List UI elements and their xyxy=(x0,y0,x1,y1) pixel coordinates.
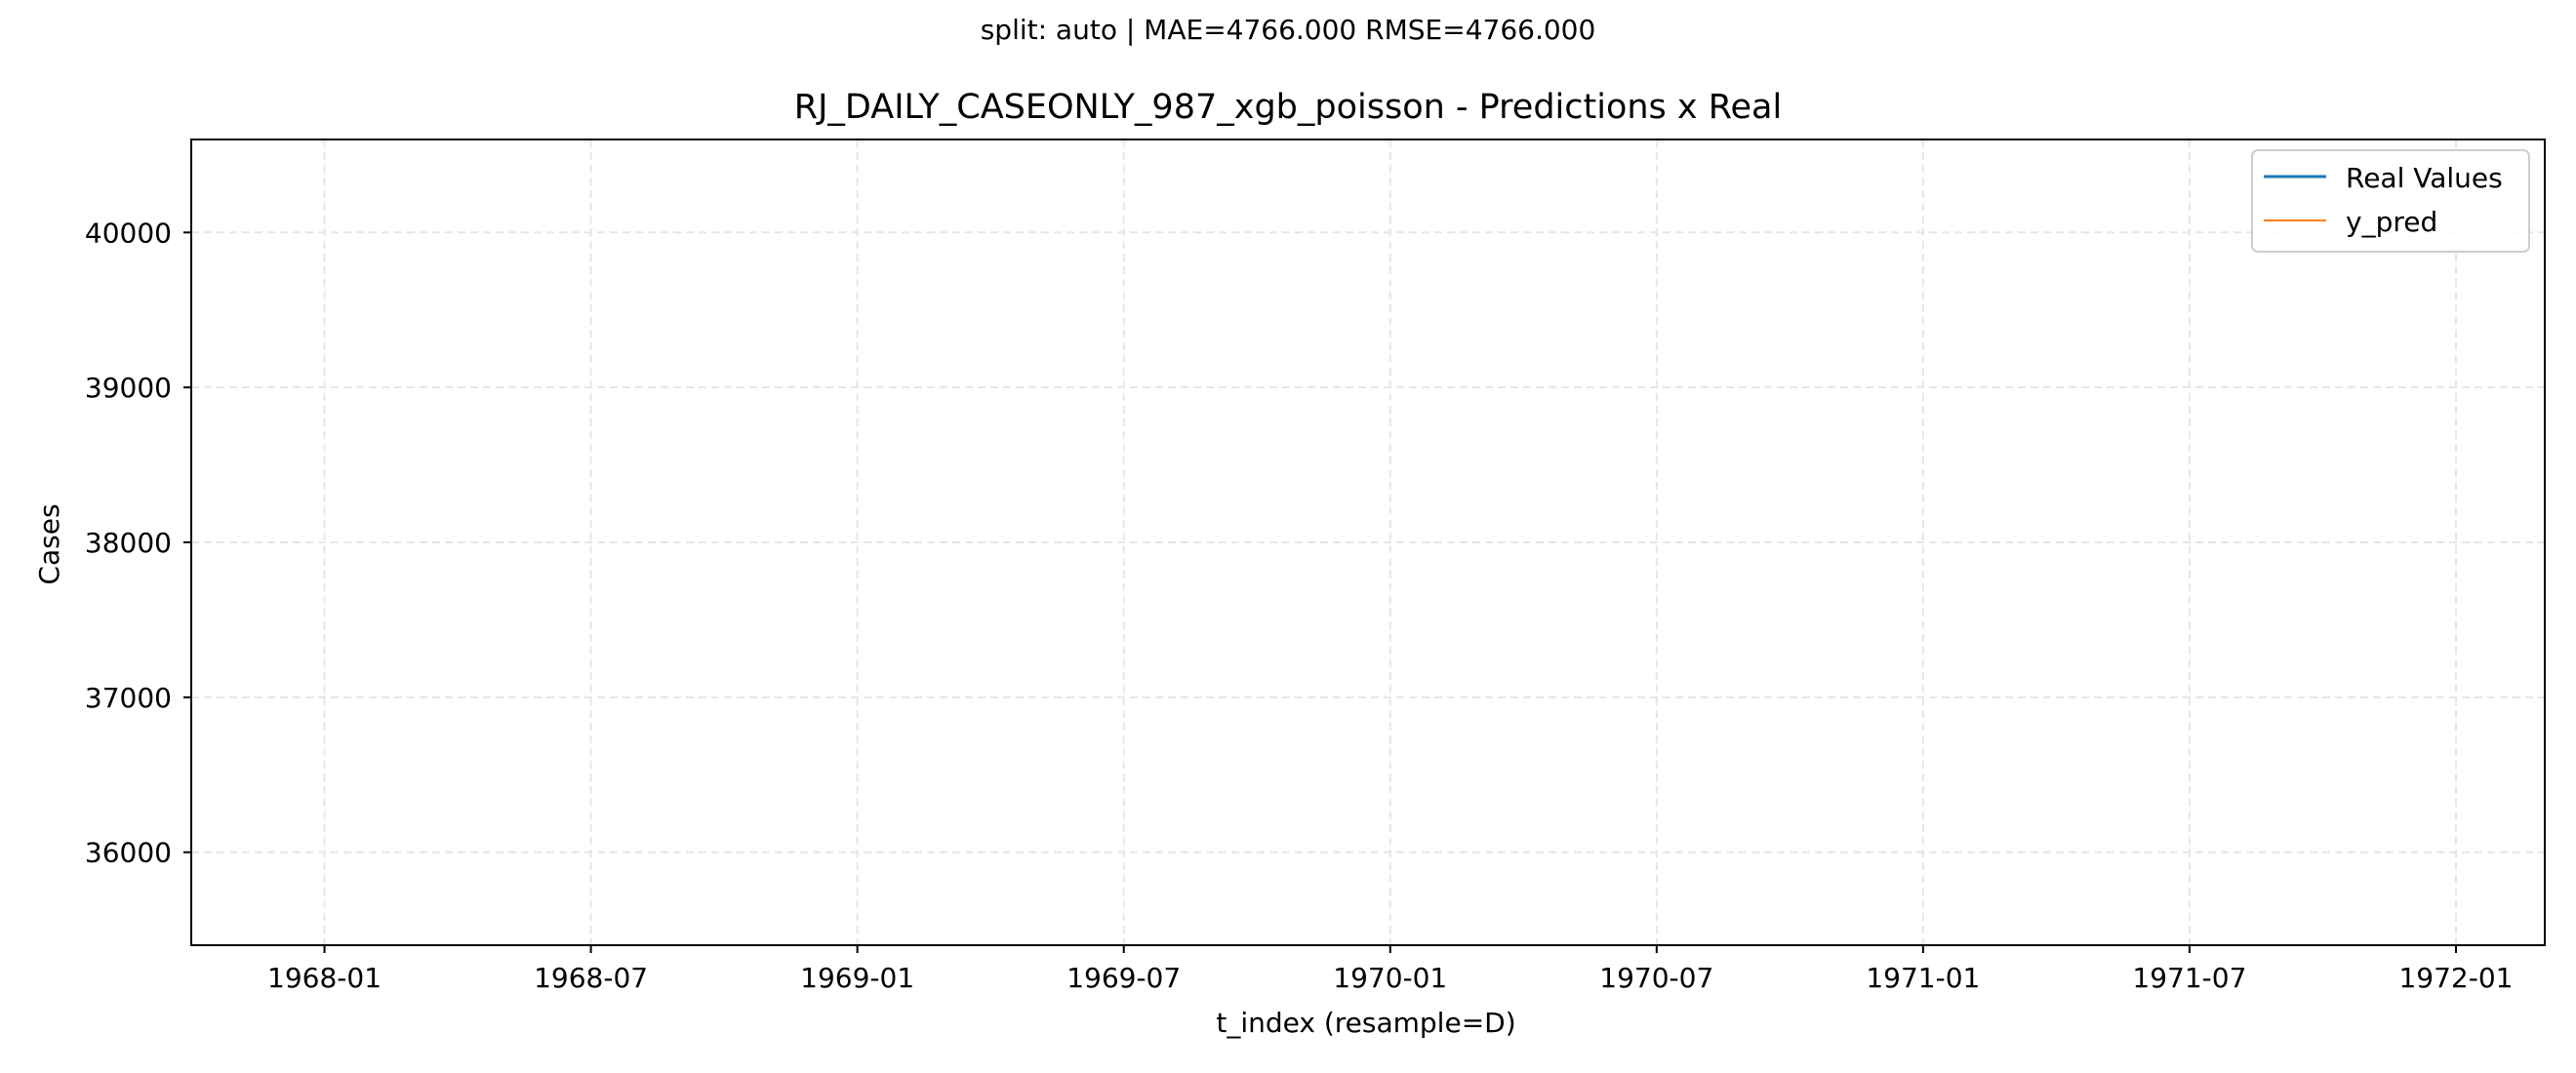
x-tick-label: 1970-07 xyxy=(1599,962,1713,994)
legend: Real Values y_pred xyxy=(2251,149,2530,253)
x-tick-label: 1968-01 xyxy=(267,962,382,994)
legend-label-real-values: Real Values xyxy=(2346,162,2503,194)
legend-label-y-pred: y_pred xyxy=(2346,206,2437,238)
x-tick-label: 1971-01 xyxy=(1866,962,1980,994)
y-axis-label: Cases xyxy=(33,503,65,584)
x-tick-label: 1969-01 xyxy=(800,962,914,994)
grid-lines xyxy=(191,139,2545,945)
x-tick-label: 1969-07 xyxy=(1067,962,1181,994)
chart-suptitle: split: auto | MAE=4766.000 RMSE=4766.000 xyxy=(981,14,1596,46)
x-tick-label: 1970-01 xyxy=(1333,962,1447,994)
x-axis-label: t_index (resample=D) xyxy=(1216,1007,1515,1039)
y-tick-label: 36000 xyxy=(85,837,172,869)
y-tick-label: 37000 xyxy=(85,682,172,714)
chart-title: RJ_DAILY_CASEONLY_987_xgb_poisson - Pred… xyxy=(794,88,1782,127)
y-axis-ticks: 36000 37000 38000 39000 40000 xyxy=(85,217,191,869)
x-tick-label: 1972-01 xyxy=(2398,962,2513,994)
x-tick-label: 1968-07 xyxy=(534,962,648,994)
y-tick-label: 40000 xyxy=(85,217,172,249)
x-axis-ticks: 1968-01 1968-07 1969-01 1969-07 1970-01 1970-… xyxy=(267,945,2513,994)
y-tick-label: 38000 xyxy=(85,527,172,559)
x-tick-label: 1971-07 xyxy=(2132,962,2246,994)
y-tick-label: 39000 xyxy=(85,372,172,404)
